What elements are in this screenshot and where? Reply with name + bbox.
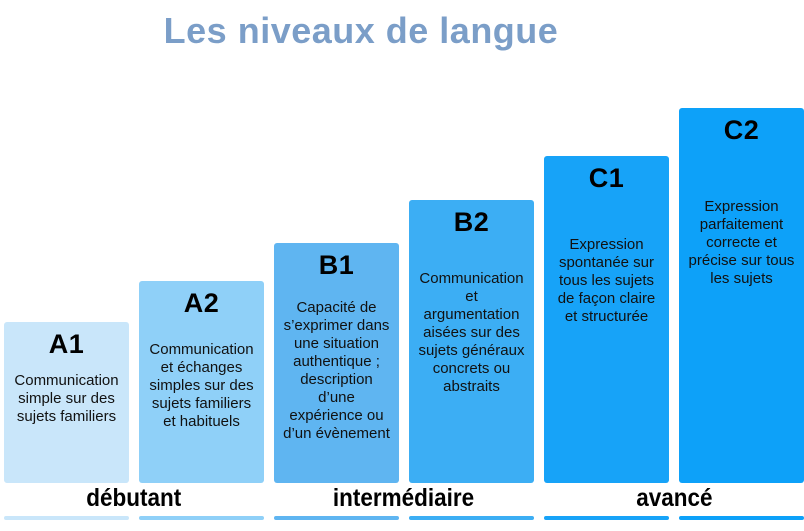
level-bar-a2: A2 Communication et échanges simples sur… — [139, 281, 264, 483]
level-description-c1: Expression spontanée sur tous les sujets… — [557, 236, 656, 325]
group-label-band: débutant intermédiaire avancé — [0, 483, 804, 516]
level-description-b1: Capacité de s’exprimer dans une situatio… — [283, 299, 390, 442]
level-code-b1: B1 — [318, 250, 355, 280]
level-bar-b1: B1 Capacité de s’exprimer dans une situa… — [274, 243, 399, 483]
level-code-c2: C2 — [723, 115, 760, 145]
group-label-intermediaire: intermédiaire — [274, 484, 534, 513]
group-label-debutant: débutant — [4, 484, 264, 513]
group-label-avance-text: avancé — [635, 484, 713, 512]
bottom-strip-c2 — [679, 516, 804, 520]
bottom-strip-a1 — [4, 516, 129, 520]
group-label-debutant-text: débutant — [86, 484, 182, 512]
level-code-c1: C1 — [588, 163, 625, 193]
bottom-strip-c1 — [544, 516, 669, 520]
level-description-a2: Communication et échanges simples sur de… — [149, 341, 254, 430]
level-code-a1: A1 — [48, 329, 85, 359]
level-bars: A1 Communication simple sur des sujets f… — [4, 0, 804, 483]
group-label-intermediaire-text: intermédiaire — [333, 484, 475, 512]
bottom-strip-b2 — [409, 516, 534, 520]
group-label-avance: avancé — [544, 484, 804, 513]
level-bar-c2: C2 Expression parfaitement correcte et p… — [679, 108, 804, 483]
level-bar-b2: B2 Communication et argumentation aisées… — [409, 200, 534, 483]
level-bar-a1: A1 Communication simple sur des sujets f… — [4, 322, 129, 483]
bottom-strip-a2 — [139, 516, 264, 520]
level-description-c2: Expression parfaitement correcte et préc… — [688, 198, 795, 287]
level-bar-c1: C1 Expression spontanée sur tous les suj… — [544, 156, 669, 483]
level-description-b2: Communication et argumentation aisées su… — [418, 270, 525, 395]
level-description-a1: Communication simple sur des sujets fami… — [14, 372, 119, 425]
bottom-strip-b1 — [274, 516, 399, 520]
level-code-a2: A2 — [183, 288, 220, 318]
level-code-b2: B2 — [453, 207, 490, 237]
page-title: Les niveaux de langue — [163, 10, 559, 51]
bottom-strips — [4, 516, 804, 520]
